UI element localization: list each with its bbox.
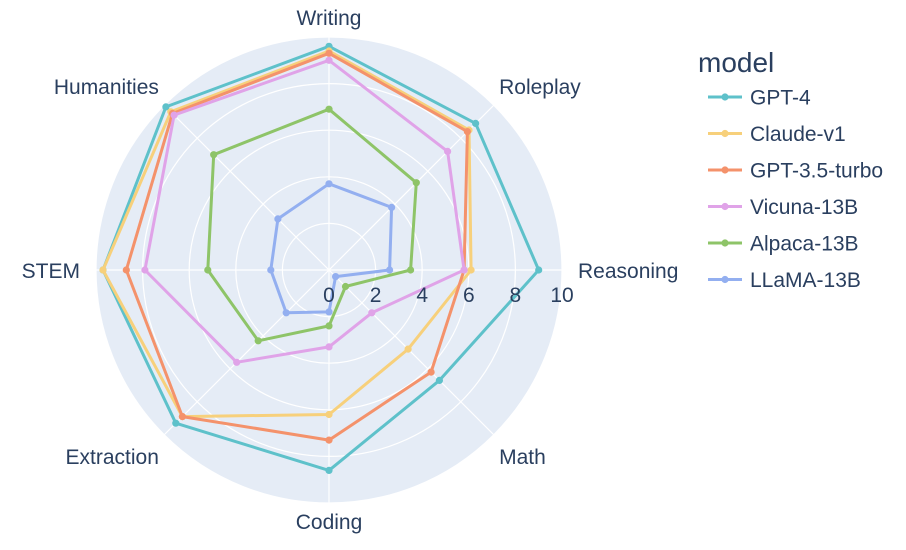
legend-label: GPT-3.5-turbo — [750, 160, 883, 183]
data-point — [170, 111, 178, 119]
data-point — [325, 105, 333, 113]
legend-swatch-marker — [721, 166, 729, 174]
data-point — [368, 309, 376, 317]
legend-label: Vicuna-13B — [750, 196, 858, 219]
axis-label: Coding — [296, 511, 363, 534]
series-vicuna-13b — [141, 56, 468, 366]
data-point — [210, 151, 218, 159]
legend-item[interactable]: GPT-4 — [708, 87, 811, 110]
axis-label: STEM — [22, 260, 80, 283]
legend-label: LLaMA-13B — [750, 269, 861, 292]
legend-item[interactable]: Alpaca-13B — [708, 233, 859, 256]
radial-tick-labels: 0 2 4 6 8 10 — [323, 284, 574, 307]
data-point — [463, 128, 471, 136]
data-point — [535, 266, 543, 274]
data-point — [274, 215, 282, 223]
legend-label: Claude-v1 — [750, 123, 846, 146]
data-point — [472, 119, 480, 127]
data-point — [141, 266, 149, 274]
data-point — [325, 56, 333, 64]
data-point — [467, 266, 475, 274]
legend-swatch-marker — [721, 275, 729, 284]
data-point — [388, 203, 396, 211]
legend-swatch-marker — [721, 239, 729, 247]
data-point — [404, 345, 412, 353]
legend-title: model — [698, 47, 774, 78]
legend-item[interactable]: Vicuna-13B — [708, 196, 858, 219]
data-point — [267, 266, 275, 274]
grid-spoke — [328, 269, 495, 436]
data-point — [282, 309, 290, 317]
data-point — [122, 266, 130, 274]
series-llama-13b — [267, 180, 396, 317]
series-alpaca-13b — [204, 105, 420, 345]
data-point — [444, 147, 452, 155]
legend-swatch-marker — [721, 129, 729, 138]
radial-tick-label: 4 — [416, 284, 428, 307]
axis-label: Reasoning — [578, 260, 678, 283]
data-point — [325, 322, 333, 330]
radial-tick-label: 10 — [550, 284, 573, 307]
data-point — [254, 337, 262, 345]
data-point — [341, 282, 350, 291]
data-point — [325, 343, 333, 351]
radial-tick-label: 0 — [323, 284, 335, 307]
data-point — [412, 179, 420, 187]
axis-label: Writing — [297, 7, 362, 30]
legend-label: GPT-4 — [750, 87, 811, 110]
data-point — [325, 436, 333, 444]
data-point — [460, 266, 468, 274]
data-point — [325, 308, 333, 316]
data-point — [233, 358, 241, 366]
legend-swatch-marker — [721, 93, 729, 101]
data-point — [332, 273, 340, 281]
axis-label: Humanities — [54, 76, 159, 99]
data-point — [99, 266, 107, 274]
grid-spoke — [163, 269, 330, 436]
legend-item[interactable]: LLaMA-13B — [708, 269, 861, 292]
series-layer — [99, 42, 543, 474]
data-point — [172, 419, 180, 427]
data-point — [325, 49, 333, 57]
data-point — [204, 266, 212, 274]
data-point — [178, 413, 186, 421]
data-point — [407, 266, 415, 274]
data-point — [427, 368, 435, 376]
legend[interactable]: model GPT-4 Claude-v1 GPT-3.5-turbo Vicuna-… — [698, 47, 883, 292]
radial-tick-label: 2 — [370, 284, 382, 307]
legend-item[interactable]: Claude-v1 — [708, 123, 846, 146]
data-point — [325, 410, 333, 419]
data-point — [325, 466, 333, 474]
axis-label: Math — [499, 446, 546, 469]
grid-spoke — [163, 104, 330, 271]
data-point — [386, 266, 394, 274]
data-point — [162, 103, 170, 111]
radial-tick-label: 6 — [463, 284, 475, 307]
axis-label: Extraction — [66, 446, 159, 469]
axis-labels: Writing Roleplay Reasoning Math Coding Extrac… — [22, 7, 679, 534]
legend-item[interactable]: GPT-3.5-turbo — [708, 160, 883, 183]
axis-label: Roleplay — [499, 76, 581, 99]
data-point — [325, 180, 333, 188]
legend-swatch-marker — [721, 202, 729, 211]
legend-label: Alpaca-13B — [750, 233, 859, 256]
radial-tick-label: 8 — [510, 284, 522, 307]
data-point — [435, 376, 443, 384]
